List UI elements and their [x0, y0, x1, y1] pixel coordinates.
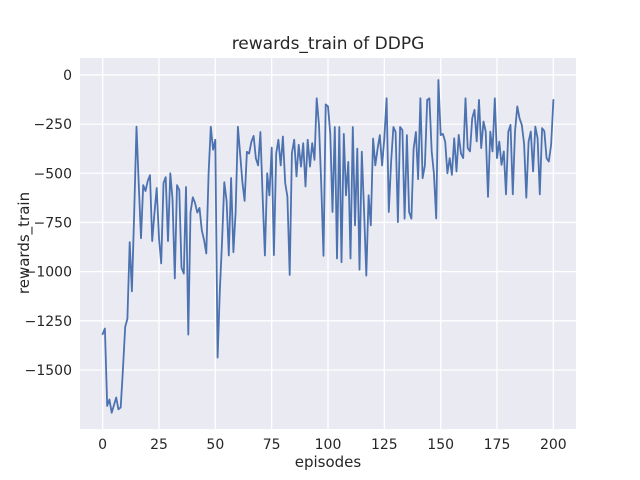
x-tick-label: 200 — [540, 437, 567, 453]
y-tick-label: 0 — [63, 68, 72, 84]
chart-title: rewards_train of DDPG — [231, 34, 425, 54]
y-tick-label: −250 — [34, 117, 72, 133]
y-tick-label: −1250 — [25, 314, 72, 330]
x-tick-label: 25 — [150, 437, 168, 453]
data-line-rewards-train — [101, 79, 555, 414]
x-tick-label: 150 — [427, 437, 454, 453]
x-tick-label: 50 — [206, 437, 224, 453]
y-tick-label: −750 — [34, 215, 72, 231]
x-tick-label: 100 — [315, 437, 342, 453]
y-tick-label: −500 — [34, 166, 72, 182]
x-tick-label: 75 — [263, 437, 281, 453]
x-tick-label: 125 — [371, 437, 398, 453]
x-tick-label: 0 — [98, 437, 107, 453]
x-axis-label: episodes — [294, 453, 362, 471]
y-tick-label: −1000 — [25, 265, 72, 281]
x-tick-label: 175 — [484, 437, 511, 453]
y-tick-label: −1500 — [25, 363, 72, 379]
